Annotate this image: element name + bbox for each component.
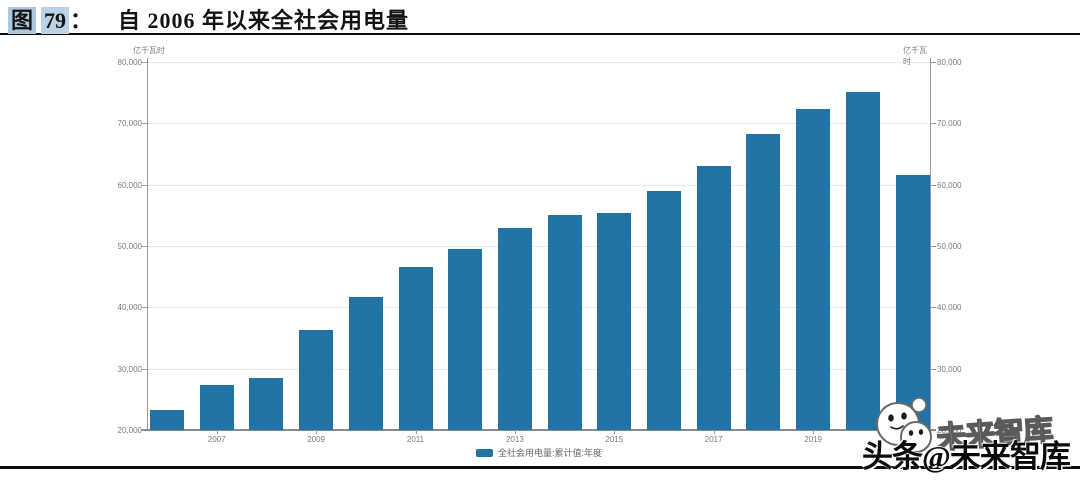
bar-2019 xyxy=(796,108,831,430)
y-tick-right xyxy=(931,307,936,309)
x-axis-label: 2019 xyxy=(804,435,822,444)
wechat-logo-icon xyxy=(876,397,932,453)
x-tick xyxy=(614,430,616,434)
y-tick-left xyxy=(142,307,147,309)
y-tick-right xyxy=(931,123,936,125)
x-axis-label: 2017 xyxy=(704,435,723,444)
y-tick-right xyxy=(931,246,936,247)
chart-legend: 全社会用电量:累计值:年度 xyxy=(148,446,930,459)
figure-number-highlight: 79 xyxy=(41,7,70,34)
y-tick-right xyxy=(931,62,936,63)
y-axis-label-left: 40,000 xyxy=(117,303,142,313)
bar-2012 xyxy=(448,249,483,430)
bar-2021 xyxy=(895,175,930,430)
y-axis-label-left: 20,000 xyxy=(117,426,142,435)
x-tick xyxy=(415,430,417,434)
figure-title: 图 79： 自 2006 年以来全社会用电量 xyxy=(8,3,409,35)
bar-2016 xyxy=(647,190,681,430)
y-gridline xyxy=(148,123,930,125)
y-gridline xyxy=(148,246,930,247)
bar-2008 xyxy=(249,377,284,430)
y-axis-unit-left: 亿千瓦时 xyxy=(133,46,165,55)
y-gridline xyxy=(148,184,930,186)
x-axis-label: 2011 xyxy=(406,435,425,444)
y-axis-label-right: 40,000 xyxy=(937,303,962,313)
x-axis-label: 2007 xyxy=(207,435,226,444)
y-tick-left xyxy=(142,62,147,63)
y-axis-label-right: 70,000 xyxy=(937,119,962,129)
y-gridline xyxy=(148,368,930,370)
bar-2013 xyxy=(497,227,532,430)
bottom-divider-line xyxy=(0,466,1080,469)
x-tick xyxy=(713,430,715,434)
plot-area: 20,000 20,000 30,000 30,000 40,000 40,000 50,0… xyxy=(118,46,962,444)
y-axis-label-left: 30,000 xyxy=(117,364,142,374)
y-axis-label-right: 60,000 xyxy=(937,180,962,190)
bar-2014 xyxy=(547,214,582,430)
y-axis-line-right xyxy=(930,58,931,430)
legend-swatch xyxy=(475,448,493,457)
y-tick-left xyxy=(142,184,147,186)
y-axis-label-right: 80,000 xyxy=(937,58,962,67)
bar-2011 xyxy=(398,266,433,430)
figure-colon: ： xyxy=(70,8,93,33)
watermark-text: 头条@未来智库 xyxy=(862,439,1071,474)
y-tick-left xyxy=(142,246,147,247)
y-axis-label-left: 50,000 xyxy=(117,242,142,251)
x-tick xyxy=(813,430,815,434)
y-axis-line-left xyxy=(147,58,148,430)
y-axis-unit-right: 亿千瓦时 xyxy=(903,46,927,66)
title-divider-line xyxy=(0,33,1080,35)
y-tick-right xyxy=(931,184,936,186)
y-axis-label-right: 50,000 xyxy=(937,242,962,251)
legend-label: 全社会用电量:累计值:年度 xyxy=(497,448,602,458)
bar-2017 xyxy=(696,165,731,430)
figure-label-highlight: 图 xyxy=(8,7,37,34)
x-tick xyxy=(514,430,516,434)
bar-2009 xyxy=(299,330,334,430)
bar-2006 xyxy=(150,409,184,430)
y-gridline xyxy=(148,62,930,63)
y-axis-label-left: 80,000 xyxy=(117,58,142,67)
y-axis-label-right: 20,000 xyxy=(937,426,962,435)
x-axis-label: 2009 xyxy=(307,435,325,444)
bar-2015 xyxy=(597,212,632,430)
x-axis-line xyxy=(142,429,936,431)
y-gridline xyxy=(148,307,930,309)
y-axis-label-left: 70,000 xyxy=(117,119,142,129)
y-tick-right xyxy=(931,368,936,370)
x-tick xyxy=(216,430,218,434)
y-axis-label-right: 30,000 xyxy=(937,364,962,374)
x-axis-label: 2015 xyxy=(605,435,624,444)
figure-title-text: 自 2006 年以来全社会用电量 xyxy=(118,8,410,33)
bar-2020 xyxy=(845,92,880,430)
x-axis-label: 2013 xyxy=(505,435,524,444)
bar-2007 xyxy=(199,385,234,430)
bar-2018 xyxy=(746,133,781,430)
y-tick-left xyxy=(142,368,147,370)
bar-2010 xyxy=(348,296,383,430)
y-tick-left xyxy=(142,123,147,125)
y-axis-label-left: 60,000 xyxy=(117,180,142,190)
x-tick xyxy=(316,430,318,434)
